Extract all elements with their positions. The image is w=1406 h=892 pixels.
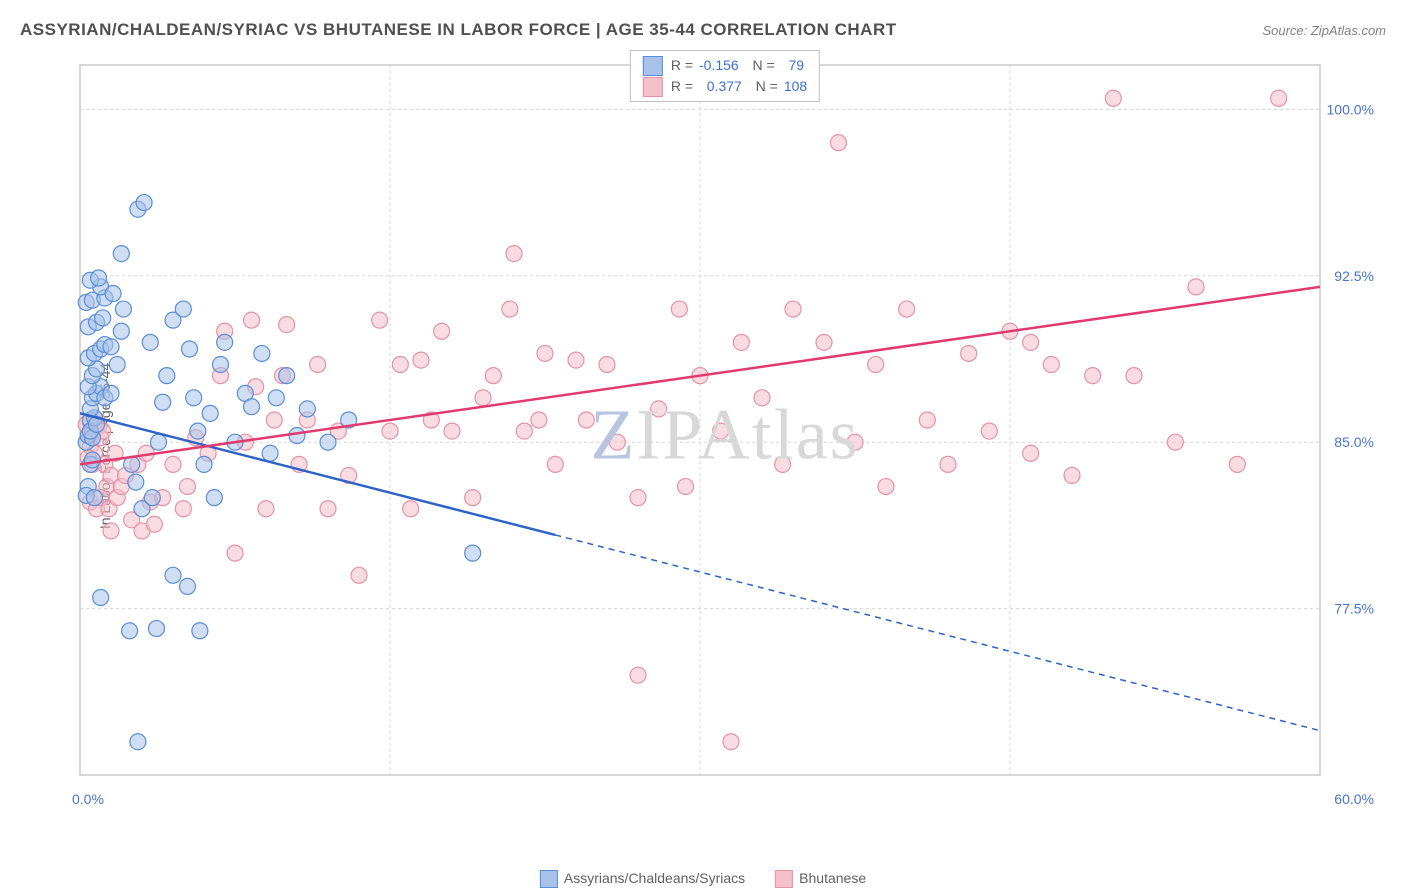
x-max-label: 60.0% — [1334, 791, 1374, 807]
chart-title: ASSYRIAN/CHALDEAN/SYRIAC VS BHUTANESE IN… — [20, 20, 897, 40]
svg-text:85.0%: 85.0% — [1334, 434, 1374, 450]
legend-row-2: R = 0.377 N = 108 — [643, 76, 807, 97]
legend-item-2: Bhutanese — [775, 870, 866, 888]
x-min-label: 0.0% — [72, 791, 104, 807]
legend-swatch-blue — [643, 56, 663, 76]
svg-text:92.5%: 92.5% — [1334, 268, 1374, 284]
correlation-legend: R = -0.156 N = 79 R = 0.377 N = 108 — [630, 50, 820, 102]
svg-text:100.0%: 100.0% — [1327, 101, 1374, 117]
scatter-chart: 77.5% 85.0% 92.5% 100.0% — [70, 55, 1380, 815]
svg-text:77.5%: 77.5% — [1334, 601, 1374, 617]
legend-swatch-pink — [643, 77, 663, 97]
plot-area: 77.5%85.0%92.5%100.0% ZIPAtlas R = -0.15… — [70, 55, 1380, 815]
legend-row-1: R = -0.156 N = 79 — [643, 55, 807, 76]
source-label: Source: ZipAtlas.com — [1262, 23, 1386, 38]
legend-item-1: Assyrians/Chaldeans/Syriacs — [540, 870, 745, 888]
series-legend: Assyrians/Chaldeans/Syriacs Bhutanese — [540, 870, 866, 888]
